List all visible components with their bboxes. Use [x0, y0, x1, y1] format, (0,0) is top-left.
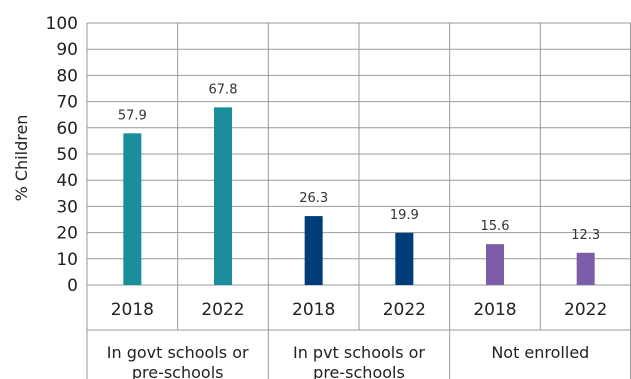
data-label: 57.9 [118, 108, 147, 123]
y-axis-label: % Children [12, 115, 31, 202]
data-label: 26.3 [299, 191, 328, 206]
x-tick-label: 2022 [383, 300, 426, 320]
x-tick-label: 2018 [292, 300, 335, 320]
group-label: pre-schools [132, 363, 224, 379]
x-tick-labels: 2018 2022 2018 2022 2018 2022 [111, 300, 608, 320]
y-tick-label: 100 [46, 14, 78, 34]
y-tick-label: 60 [56, 119, 78, 139]
gridlines [86, 22, 631, 379]
y-tick-label: 30 [56, 197, 78, 217]
data-label: 12.3 [571, 228, 600, 243]
y-tick-label: 50 [56, 145, 78, 165]
data-label: 67.8 [209, 82, 238, 97]
bars [123, 107, 595, 285]
y-tick-label: 10 [56, 250, 78, 270]
data-label: 15.6 [481, 219, 510, 234]
data-labels: 57.9 67.8 26.3 19.9 15.6 12.3 [118, 82, 600, 242]
bar [123, 133, 142, 285]
bar [214, 107, 232, 285]
group-label: Not enrolled [491, 343, 589, 362]
bar [395, 232, 414, 285]
y-tick-label: 20 [56, 224, 78, 244]
bar [576, 252, 595, 285]
bar [486, 244, 504, 285]
x-tick-label: 2022 [564, 300, 607, 320]
y-tick-label: 80 [56, 66, 78, 86]
bar [304, 216, 323, 285]
x-tick-label: 2018 [473, 300, 516, 320]
y-tick-label: 40 [56, 171, 78, 191]
x-tick-label: 2022 [201, 300, 244, 320]
x-tick-label: 2018 [111, 300, 154, 320]
y-tick-labels: 0 10 20 30 40 50 60 70 80 90 100 [46, 14, 78, 296]
y-tick-label: 90 [56, 40, 78, 60]
y-tick-label: 0 [67, 276, 78, 296]
group-label: In pvt schools or [293, 343, 425, 362]
group-label: pre-schools [313, 363, 405, 379]
group-label: In govt schools or [107, 343, 249, 362]
data-label: 19.9 [390, 208, 419, 223]
y-tick-label: 70 [56, 93, 78, 113]
